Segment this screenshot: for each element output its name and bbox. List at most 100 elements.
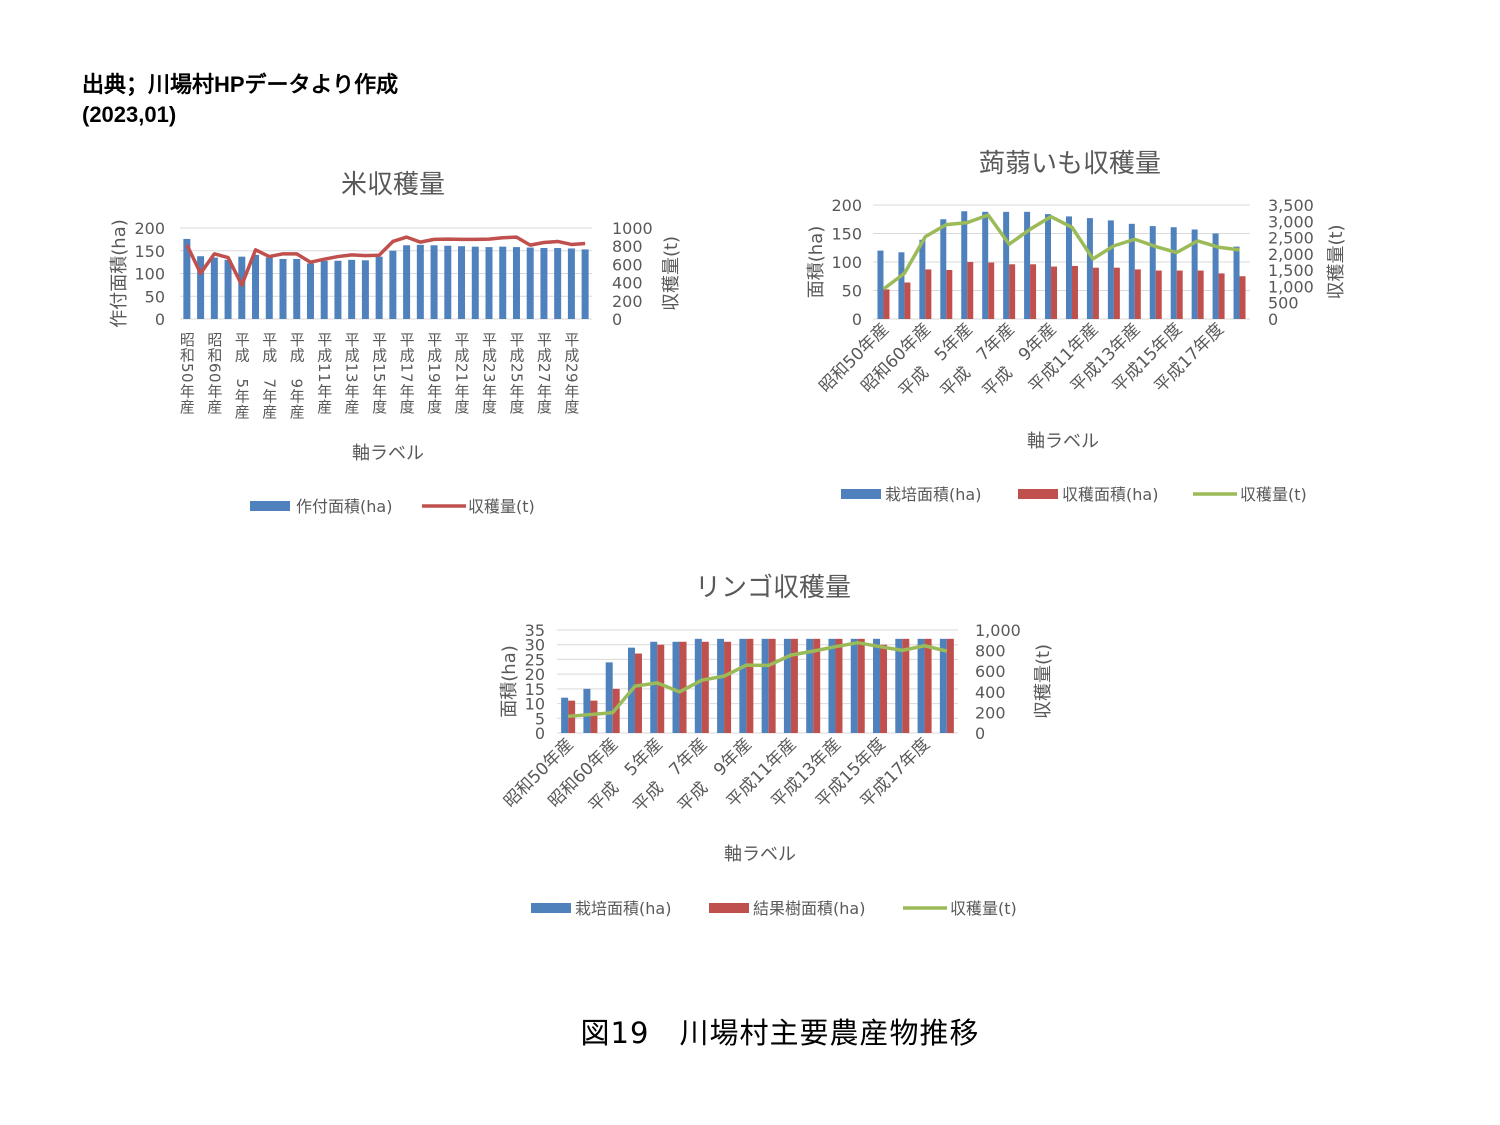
- y-tick-label: 50: [145, 287, 165, 306]
- bar-作付面積ha: [279, 258, 287, 319]
- y-tick-label: 30: [525, 636, 545, 655]
- legend-swatch: [841, 489, 881, 499]
- bar-作付面積ha: [348, 259, 356, 319]
- bar-栽培面積ha: [828, 638, 836, 733]
- bar-作付面積ha: [581, 249, 589, 319]
- chart-title: 米収穫量: [341, 170, 445, 200]
- bar-収穫面積ha: [1155, 270, 1162, 319]
- bar-収穫面積ha: [967, 262, 974, 319]
- bar-結果樹面積ha: [746, 638, 754, 733]
- chart-title: 蒟蒻いも収穫量: [979, 149, 1161, 179]
- y2-tick-label: 3,000: [1268, 212, 1314, 231]
- line-series: [568, 640, 948, 719]
- y2-tick-label: 2,500: [1268, 229, 1314, 248]
- bar-作付面積ha: [210, 257, 218, 319]
- bar-栽培面積ha: [877, 250, 884, 319]
- bar-栽培面積ha: [1003, 211, 1010, 319]
- y-tick-label: 5: [535, 709, 545, 728]
- legend-swatch: [709, 903, 749, 913]
- bar-栽培面積ha: [940, 219, 947, 319]
- bar-収穫面積ha: [1239, 276, 1246, 319]
- y-tick-label: 0: [535, 724, 545, 743]
- bar-作付面積ha: [224, 259, 232, 319]
- legend-label: 作付面積(ha): [296, 497, 392, 516]
- bar-結果樹面積ha: [857, 638, 865, 733]
- x-tick-label: 平成29年度: [562, 332, 580, 414]
- y-axis-title: 面積(ha): [499, 645, 520, 717]
- bar-作付面積ha: [567, 248, 575, 319]
- x-axis-title: 軸ラベル: [724, 844, 796, 865]
- bar-結果樹面積ha: [679, 641, 687, 733]
- bar-収穫面積ha: [1071, 265, 1078, 319]
- bar-作付面積ha: [540, 248, 548, 319]
- bar-栽培面積ha: [1149, 226, 1156, 319]
- legend-label: 収穫量(t): [468, 497, 535, 516]
- y2-tick-label: 1,000: [975, 621, 1021, 640]
- bar-収穫面積ha: [1030, 264, 1037, 319]
- y2-tick-label: 600: [975, 662, 1006, 681]
- y-tick-label: 0: [852, 310, 862, 329]
- y-tick-label: 150: [134, 242, 165, 261]
- bar-栽培面積ha: [895, 638, 903, 733]
- y2-axis-title: 収穫量(t): [1326, 224, 1347, 299]
- bar-栽培面積ha: [561, 697, 569, 733]
- bar-結果樹面積ha: [701, 641, 709, 733]
- bar-栽培面積ha: [1128, 223, 1135, 319]
- x-tick-label: 平成25年度: [507, 332, 525, 414]
- bar-収穫面積ha: [1197, 270, 1204, 319]
- bar-結果樹面積ha: [657, 644, 665, 733]
- bar-作付面積ha: [293, 258, 301, 319]
- legend-swatch: [531, 903, 571, 913]
- y2-tick-label: 400: [612, 274, 643, 293]
- y-tick-label: 200: [134, 219, 165, 238]
- x-axis-title: 軸ラベル: [1027, 431, 1099, 452]
- bar-結果樹面積ha: [590, 700, 598, 733]
- bar-作付面積ha: [389, 250, 397, 319]
- bar-結果樹面積ha: [946, 638, 954, 733]
- y2-tick-label: 800: [975, 642, 1006, 661]
- bar-作付面積ha: [183, 238, 191, 319]
- bar-栽培面積ha: [1170, 227, 1177, 319]
- bar-収穫面積ha: [1218, 273, 1225, 319]
- source-line-1: 出典；川場村HPデータより作成: [82, 72, 399, 97]
- bar-栽培面積ha: [1107, 220, 1114, 319]
- x-tick-label: 平成 9年産: [288, 332, 306, 420]
- y2-tick-label: 400: [975, 683, 1006, 702]
- y-tick-label: 100: [134, 265, 165, 284]
- bar-作付面積ha: [197, 256, 205, 319]
- bar-作付面積ha: [554, 248, 562, 319]
- x-tick-label: 平成11年産: [315, 332, 333, 415]
- bar-栽培面積ha: [650, 641, 658, 733]
- y2-tick-label: 1000: [612, 219, 653, 238]
- y-tick-label: 35: [525, 621, 545, 640]
- legend-swatch: [1018, 489, 1058, 499]
- bar-結果樹面積ha: [724, 641, 732, 733]
- x-tick-label: 昭和50年産: [178, 332, 196, 415]
- bar-栽培面積ha: [761, 638, 769, 733]
- bar-作付面積ha: [375, 256, 383, 319]
- legend-label: 収穫面積(ha): [1062, 485, 1158, 504]
- x-tick-label: 平成 5年産: [233, 332, 251, 420]
- y2-tick-label: 1,500: [1268, 261, 1314, 280]
- bar-結果樹面積ha: [924, 638, 932, 733]
- bar-栽培面積ha: [583, 688, 591, 733]
- x-tick-label: 平成27年度: [535, 332, 553, 414]
- bar-収穫面積ha: [1092, 267, 1099, 319]
- chart-1: 蒟蒻いも収穫量05010015020005001,0001,5002,0002,…: [806, 149, 1347, 504]
- x-axis-title: 軸ラベル: [352, 443, 424, 464]
- y-tick-label: 50: [842, 282, 862, 301]
- bar-収穫面積ha: [1134, 269, 1141, 319]
- bar-栽培面積ha: [739, 638, 747, 733]
- source-line-2: (2023,01): [82, 102, 177, 127]
- bar-栽培面積ha: [694, 638, 702, 733]
- bar-結果樹面積ha: [768, 638, 776, 733]
- y2-axis-title: 収穫量(t): [661, 236, 682, 311]
- bar-作付面積ha: [265, 257, 273, 319]
- legend-label: 栽培面積(ha): [885, 485, 981, 504]
- y-tick-label: 10: [525, 695, 545, 714]
- y-tick-label: 15: [525, 680, 545, 699]
- chart-2: リンゴ収穫量0510152025303502004006008001,000面積…: [499, 573, 1054, 918]
- bar-栽培面積ha: [783, 638, 791, 733]
- bar-作付面積ha: [512, 247, 520, 319]
- y2-tick-label: 200: [612, 292, 643, 311]
